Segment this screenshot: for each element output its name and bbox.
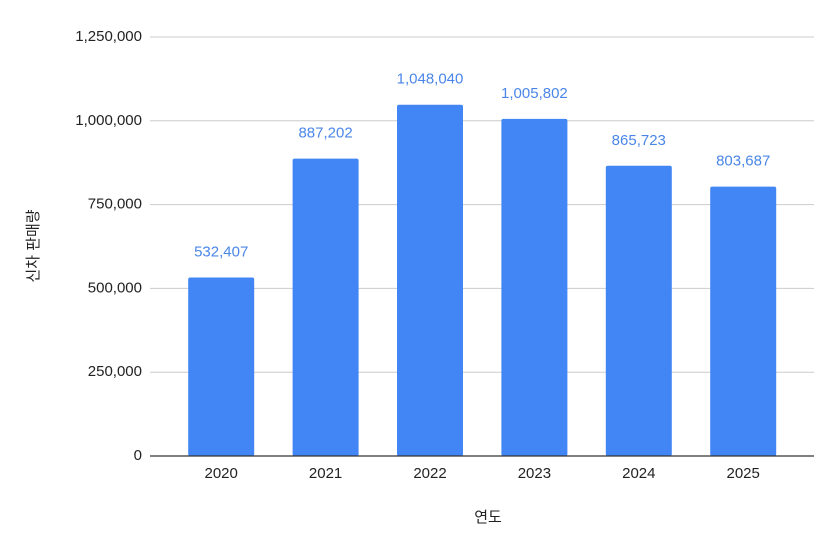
bar: [292, 158, 359, 456]
data-label: 1,005,802: [501, 85, 568, 102]
x-tick-label: 2025: [727, 465, 760, 482]
bar: [710, 186, 777, 456]
y-tick-label: 1,250,000: [75, 28, 142, 45]
bar: [501, 118, 568, 457]
data-label: 1,048,040: [397, 71, 464, 88]
x-tick-label: 2022: [413, 465, 446, 482]
bar: [605, 165, 672, 457]
x-tick-label: 2023: [518, 465, 551, 482]
data-label: 532,407: [194, 244, 248, 261]
data-label: 887,202: [298, 125, 352, 142]
bar: [397, 104, 463, 456]
bar: [188, 277, 255, 456]
y-tick-label: 250,000: [88, 363, 142, 380]
y-tick-label: 0: [134, 447, 142, 464]
y-axis-label: 신차 판매량: [25, 209, 42, 282]
x-tick-label: 2024: [622, 465, 655, 482]
data-label: 803,687: [716, 153, 770, 170]
x-axis-label: 연도: [474, 509, 502, 526]
x-tick-label: 2021: [309, 465, 342, 482]
x-tick-label: 2020: [205, 465, 238, 482]
data-label: 865,723: [612, 132, 666, 149]
y-tick-label: 500,000: [88, 279, 142, 296]
y-tick-label: 1,000,000: [75, 112, 142, 129]
y-tick-label: 750,000: [88, 196, 142, 213]
